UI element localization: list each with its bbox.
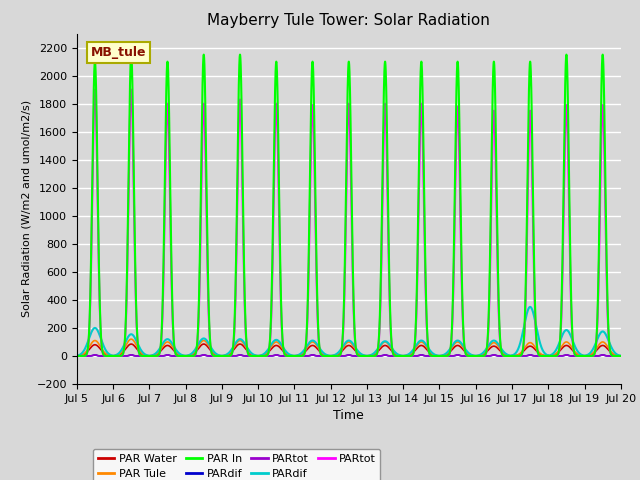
Text: MB_tule: MB_tule	[90, 46, 146, 59]
X-axis label: Time: Time	[333, 409, 364, 422]
Legend: PAR Water, PAR Tule, PAR In, PARdif, PARtot, PARdif, PARtot: PAR Water, PAR Tule, PAR In, PARdif, PAR…	[93, 449, 381, 480]
Title: Mayberry Tule Tower: Solar Radiation: Mayberry Tule Tower: Solar Radiation	[207, 13, 490, 28]
Y-axis label: Solar Radiation (W/m2 and umol/m2/s): Solar Radiation (W/m2 and umol/m2/s)	[21, 100, 31, 317]
